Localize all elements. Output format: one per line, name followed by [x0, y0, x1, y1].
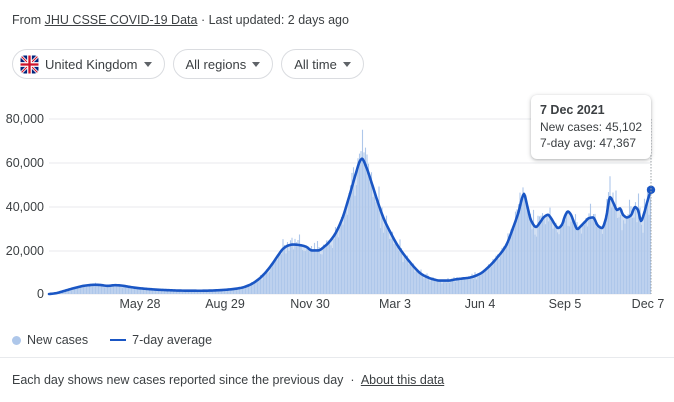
- svg-text:0: 0: [37, 287, 44, 301]
- svg-text:May 28: May 28: [120, 297, 161, 311]
- svg-text:Sep 5: Sep 5: [549, 297, 582, 311]
- svg-text:40,000: 40,000: [6, 200, 44, 214]
- svg-text:Mar 3: Mar 3: [379, 297, 411, 311]
- svg-text:Dec 7: Dec 7: [632, 297, 665, 311]
- svg-text:Jun 4: Jun 4: [465, 297, 496, 311]
- svg-text:80,000: 80,000: [6, 112, 44, 126]
- svg-text:Nov 30: Nov 30: [290, 297, 330, 311]
- svg-text:60,000: 60,000: [6, 156, 44, 170]
- svg-text:Aug 29: Aug 29: [205, 297, 245, 311]
- svg-text:20,000: 20,000: [6, 244, 44, 258]
